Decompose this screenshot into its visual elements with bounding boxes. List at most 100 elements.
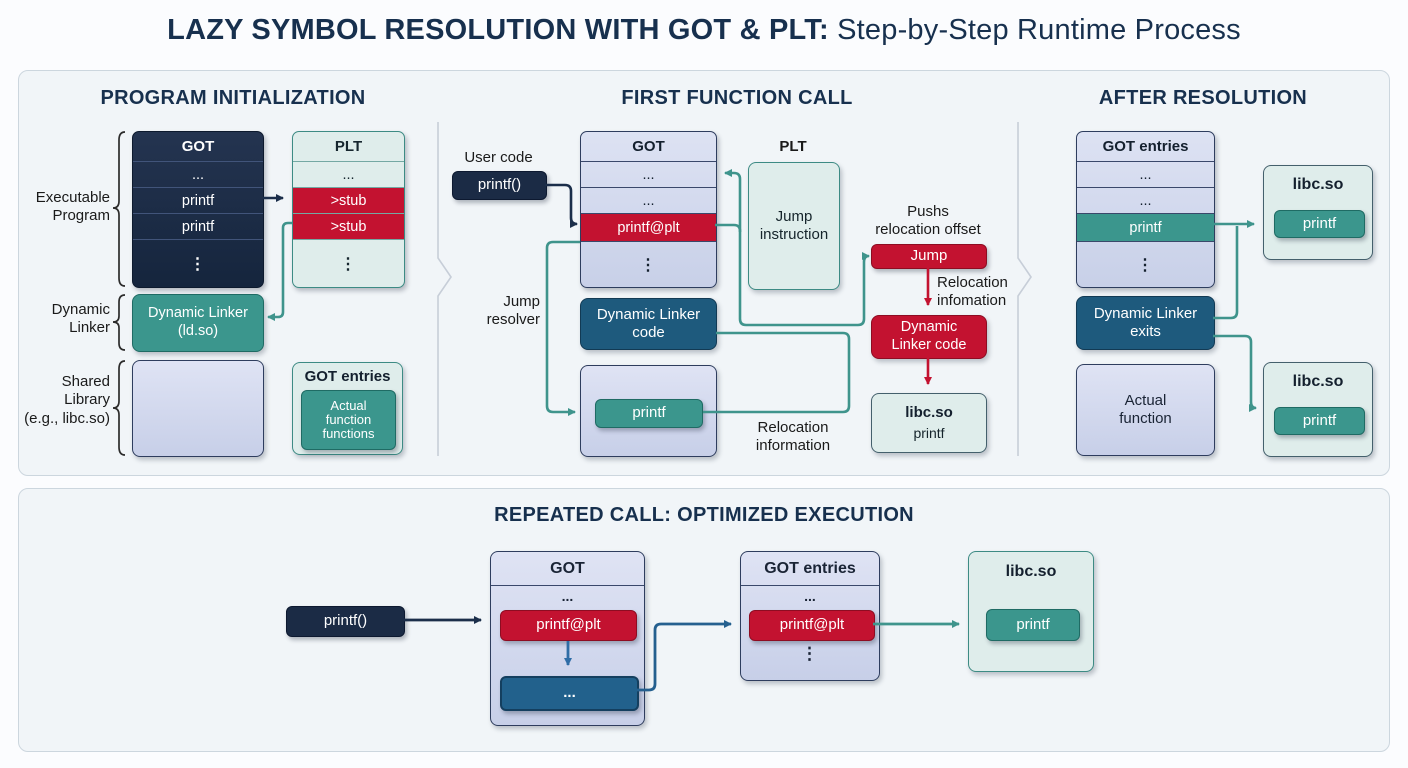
label-shared-line2: Library <box>64 391 110 409</box>
got-entries-repeated-printf-plt-pill: printf@plt <box>749 610 875 641</box>
label-dynamic-linker: Dynamic Linker <box>18 301 110 338</box>
got-table-first-header: GOT <box>632 138 665 155</box>
libc-after-top-title: libc.so <box>1292 176 1344 193</box>
libc-box-first: libc.so printf <box>871 393 987 453</box>
jump-instruction-line2: instruction <box>759 226 829 243</box>
heading-first-function-call: FIRST FUNCTION CALL <box>621 87 853 109</box>
label-pushes-line1: Pushs <box>907 203 949 220</box>
libc-repeated-printf-pill: printf <box>986 609 1080 641</box>
jump-instruction-line1: Jump <box>775 207 813 225</box>
got-entries-table-after: GOT entries ... ... printf ⋮ <box>1076 131 1215 288</box>
got-row-dots: ⋮ <box>133 239 263 287</box>
dl-code-red-line1: Dynamic <box>900 319 958 336</box>
heading-repeated-call: REPEATED CALL: OPTIMIZED EXECUTION <box>494 504 914 526</box>
actual-function-line3: functions <box>322 426 375 442</box>
got-entries-mini-title: GOT entries <box>304 368 391 385</box>
label-shared-library: Shared Library (e.g., libc.so) <box>4 373 110 428</box>
dl-code-blue-line2: code <box>632 324 665 341</box>
libc-first-printf: printf <box>913 425 945 442</box>
got-repeated-ellipsis: ... <box>561 588 574 604</box>
label-jump-resolver-line1: Jump <box>503 293 540 310</box>
page-title: LAZY SYMBOL RESOLUTION WITH GOT & PLT: S… <box>0 14 1408 47</box>
got-entries-mini-box: GOT entries Actual function functions <box>292 362 403 455</box>
printf-entry-pill: printf <box>595 399 703 428</box>
label-dynamic-line1: Dynamic <box>51 301 110 318</box>
got-row-ellipsis: ... <box>133 161 263 187</box>
libc-after-bottom-printf-pill: printf <box>1274 407 1365 435</box>
label-executable-program: Executable Program <box>18 189 110 226</box>
plt-row-dots: ⋮ <box>293 239 404 287</box>
got-box-repeated: GOT ... printf@plt ... <box>490 551 645 726</box>
dl-exits-line2: exits <box>1130 323 1161 340</box>
got-entries-after-dots: ⋮ <box>1077 241 1214 287</box>
actual-function-line1: Actual <box>330 397 367 413</box>
actual-function-box-line1: Actual <box>1124 391 1167 409</box>
got-entries-repeated-dots: ⋮ <box>801 644 819 663</box>
label-jump-resolver-line2: resolver <box>486 311 540 329</box>
dl-code-red-line2: Linker code <box>891 337 967 353</box>
printf-call-pill-repeated: printf() <box>286 606 405 637</box>
label-relocation-information-bottom: Relocation information <box>728 419 858 456</box>
libc-box-after-bottom: libc.so printf <box>1263 362 1373 457</box>
dynamic-linker-box-line1: Dynamic Linker <box>148 305 248 322</box>
got-entries-after-printf-row: printf <box>1077 213 1214 241</box>
got-entries-after-ellipsis-1: ... <box>1077 161 1214 187</box>
page-title-rest: Step-by-Step Runtime Process <box>828 14 1241 46</box>
label-pushes-line2: relocation offset <box>875 221 981 239</box>
actual-function-box: Actual function <box>1076 364 1215 456</box>
got-repeated-resolved-pill: ... <box>500 676 639 711</box>
actual-function-line2: function <box>325 411 372 427</box>
libc-after-bottom-title: libc.so <box>1292 373 1344 390</box>
got-first-row-printf-plt: printf@plt <box>581 213 716 241</box>
libc-repeated-title: libc.so <box>1005 563 1057 580</box>
plt-row-stub-1: >stub <box>293 187 404 213</box>
dl-code-blue-line1: Dynamic Linker <box>596 305 701 323</box>
label-reloc-right-line2: infomation <box>937 292 1007 310</box>
printf-call-pill: printf() <box>452 171 547 200</box>
label-executable-line2: Program <box>52 207 110 225</box>
libc-box-repeated: libc.so printf <box>968 551 1094 672</box>
dynamic-linker-box-line2: (ld.so) <box>177 323 219 339</box>
label-relocation-information-right: Relocation infomation <box>937 274 1047 311</box>
got-repeated-printf-plt-pill: printf@plt <box>500 610 637 641</box>
dl-exits-line1: Dynamic Linker <box>1093 304 1198 322</box>
label-reloc-bottom-line1: Relocation <box>757 419 829 436</box>
dynamic-linker-code-red-box: Dynamic Linker code <box>871 315 987 359</box>
libc-box-after-top: libc.so printf <box>1263 165 1373 260</box>
page-title-emphasis: LAZY SYMBOL RESOLUTION WITH GOT & PLT: <box>167 14 829 46</box>
bottom-panel <box>18 488 1390 752</box>
got-entries-repeated-ellipsis: ... <box>804 588 816 604</box>
heading-after-resolution: AFTER RESOLUTION <box>1098 87 1308 109</box>
got-entries-after-ellipsis-2: ... <box>1077 187 1214 213</box>
label-plt-first: PLT <box>779 138 807 155</box>
libc-after-top-printf-pill: printf <box>1274 210 1365 238</box>
label-pushes-relocation-offset: Pushs relocation offset <box>858 203 998 240</box>
got-table-first: GOT ... ... printf@plt ⋮ <box>580 131 717 288</box>
label-user-code: User code <box>464 149 533 166</box>
label-jump-resolver: Jump resolver <box>452 293 540 330</box>
label-executable-line1: Executable <box>35 189 110 206</box>
got-first-row-dots: ⋮ <box>581 241 716 287</box>
actual-function-pill: Actual function functions <box>301 390 396 450</box>
dynamic-linker-box: Dynamic Linker (ld.so) <box>132 294 264 352</box>
label-shared-line1: Shared <box>61 373 110 390</box>
plt-table-init: PLT ... >stub >stub ⋮ <box>292 131 405 288</box>
got-first-row-ellipsis-2: ... <box>581 187 716 213</box>
label-dynamic-line2: Linker <box>69 319 110 337</box>
plt-table-init-header: PLT <box>334 138 363 155</box>
got-entries-box-repeated: GOT entries ... printf@plt ⋮ <box>740 551 880 681</box>
shared-library-box <box>132 360 264 457</box>
plt-row-ellipsis: ... <box>293 161 404 187</box>
plt-row-stub-2: >stub <box>293 213 404 239</box>
libc-first-title: libc.so <box>905 403 953 421</box>
got-table-init-header: GOT <box>181 138 215 155</box>
got-entries-repeated-header: GOT entries <box>741 552 879 586</box>
got-repeated-header: GOT <box>491 552 644 586</box>
dynamic-linker-code-blue-box: Dynamic Linker code <box>580 298 717 350</box>
got-table-init: GOT ... printf printf ⋮ <box>132 131 264 288</box>
label-reloc-right-line1: Relocation <box>937 274 1008 291</box>
jump-instruction-box: Jump instruction <box>748 162 840 290</box>
dynamic-linker-exits-box: Dynamic Linker exits <box>1076 296 1215 350</box>
got-row-printf-2: printf <box>133 213 263 239</box>
